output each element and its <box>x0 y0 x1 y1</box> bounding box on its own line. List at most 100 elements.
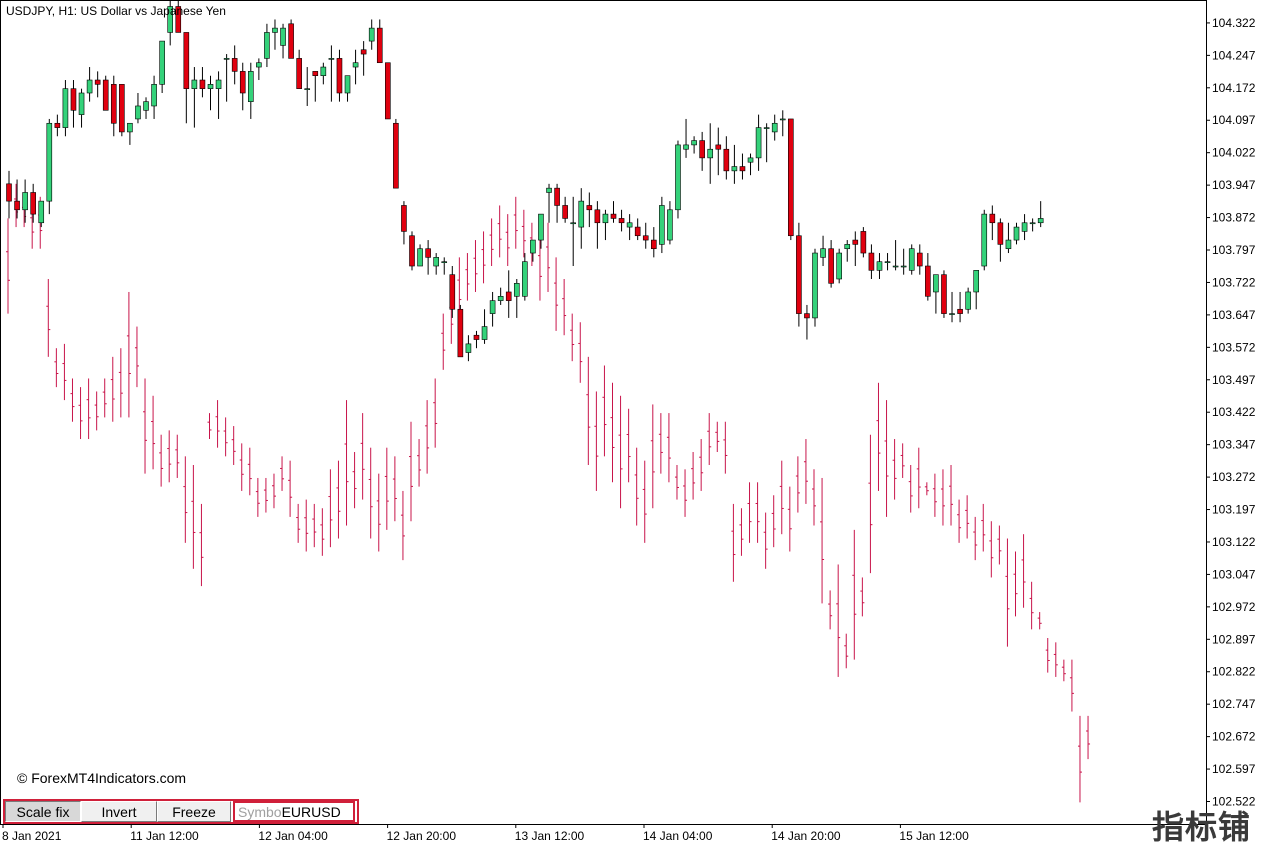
candle <box>562 196 568 223</box>
candle <box>868 244 875 279</box>
overlay-bar <box>739 508 744 556</box>
candle <box>618 209 625 232</box>
candle-body-bear <box>989 213 996 224</box>
candle-body-bull <box>481 326 488 340</box>
candle <box>489 291 496 327</box>
overlay-bar <box>723 421 728 474</box>
candle <box>62 80 69 137</box>
candle-body-bear <box>457 308 464 358</box>
price-tick-label: 103.872 <box>1212 211 1256 225</box>
scale-fix-button[interactable]: Scale fix <box>5 801 81 822</box>
overlay-bar <box>239 443 244 491</box>
price-tick-label: 104.097 <box>1212 113 1256 127</box>
candle-body-bear <box>804 313 810 319</box>
candle <box>465 335 472 362</box>
symbol-input[interactable]: Symbo EURUSD <box>233 801 355 822</box>
candle-body-bull <box>892 265 899 268</box>
candle-body-bull <box>900 265 907 268</box>
candle <box>731 144 738 184</box>
overlay-bar <box>674 464 679 500</box>
overlay-bar <box>570 313 575 362</box>
candle-body-bull <box>264 32 270 59</box>
candle-body-bear <box>941 274 947 314</box>
price-tick-label: 104.322 <box>1212 16 1256 30</box>
candle <box>376 19 383 64</box>
overlay-bar <box>997 525 1002 565</box>
candle-body-bear <box>554 187 560 206</box>
candle <box>860 227 867 258</box>
candle-body-bull <box>159 40 165 85</box>
candle <box>788 118 794 241</box>
candle <box>481 309 488 344</box>
candle <box>876 253 883 279</box>
candle <box>973 270 980 310</box>
price-tick-label: 104.247 <box>1212 48 1256 62</box>
overlay-bar <box>280 456 285 491</box>
candle-body-bull <box>167 6 173 33</box>
candle <box>183 32 190 124</box>
price-tick-label: 104.172 <box>1212 81 1256 95</box>
candle <box>368 19 375 50</box>
candle-body-bull <box>755 127 762 159</box>
candle-body-bull <box>207 84 214 89</box>
overlay-bar <box>296 503 301 543</box>
candle <box>1037 201 1044 228</box>
candle <box>38 200 45 228</box>
candle <box>417 244 423 267</box>
candle-body-bull <box>344 75 351 94</box>
overlay-bar <box>102 378 107 418</box>
overlay-bar <box>707 413 712 465</box>
candle <box>949 291 955 323</box>
candle-body-bear <box>94 79 101 85</box>
candle-body-bull <box>965 291 971 310</box>
overlay-bar <box>771 495 776 548</box>
candle-body-bull <box>304 88 311 90</box>
candle-body-bear <box>925 265 931 297</box>
candle <box>916 244 923 275</box>
candle <box>602 209 609 241</box>
overlay-bar <box>126 291 131 418</box>
overlay-bar <box>417 439 422 487</box>
candle-body-bull <box>683 144 689 150</box>
freeze-button[interactable]: Freeze <box>157 801 231 822</box>
candle-body-bull <box>465 343 472 353</box>
overlay-bar <box>642 460 647 543</box>
candle <box>159 40 165 93</box>
overlay-bar <box>868 434 873 574</box>
overlay-bar <box>908 464 913 513</box>
time-tick-label: 13 Jan 12:00 <box>515 829 585 843</box>
candle <box>820 235 826 267</box>
candle-body-bear <box>739 166 746 172</box>
candle-body-bull <box>46 122 53 202</box>
candle-body-bull <box>812 252 818 319</box>
candle-body-bull <box>352 62 359 68</box>
candle-body-bull <box>256 62 262 68</box>
overlay-bar <box>876 382 881 491</box>
candle-body-bull <box>248 71 254 102</box>
candle <box>763 123 770 163</box>
candle-body-bull <box>86 79 93 94</box>
overlay-bar <box>554 257 559 331</box>
candle <box>22 179 28 223</box>
candle <box>538 213 544 249</box>
overlay-bar <box>320 508 325 556</box>
candle <box>634 218 641 241</box>
candle-body-bull <box>626 222 633 228</box>
overlay-bar <box>1045 638 1050 673</box>
invert-button[interactable]: Invert <box>81 801 157 822</box>
time-tick-label: 14 Jan 20:00 <box>771 829 841 843</box>
candle <box>175 0 182 33</box>
chart-title: USDJPY, H1: US Dollar vs Japanese Yen <box>6 4 226 18</box>
overlay-bar <box>691 452 696 500</box>
overlay-bar <box>159 434 164 487</box>
indicator-control-panel: Scale fix Invert Freeze Symbo EURUSD <box>3 799 359 824</box>
candle <box>650 227 657 258</box>
overlay-bar <box>441 313 446 370</box>
candle-body-bear <box>70 88 77 111</box>
overlay-bar <box>376 473 381 552</box>
candle-body-bull <box>546 187 552 193</box>
overlay-bar <box>86 378 91 440</box>
candle <box>884 253 891 271</box>
candle-body-bear <box>360 49 367 55</box>
